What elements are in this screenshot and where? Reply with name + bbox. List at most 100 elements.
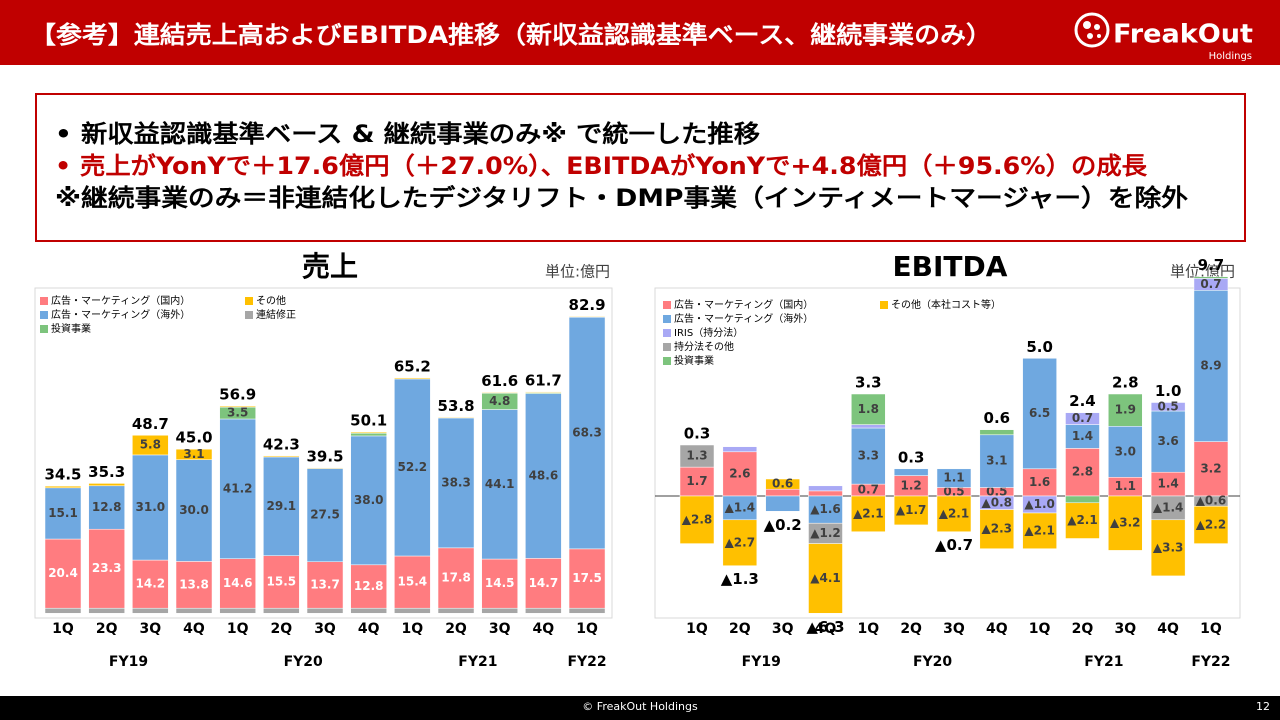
segment-label: 1.4 (1157, 477, 1178, 491)
bar-segment (679, 495, 715, 544)
x-tick-label: 4Q (815, 621, 837, 637)
total-label: 1.0 (1155, 382, 1182, 400)
bar-segment (1193, 505, 1229, 544)
bar-segment (851, 393, 886, 425)
bar-segment (979, 509, 1015, 549)
bar-segment (722, 519, 758, 566)
segment-label: ▲1.4 (725, 500, 756, 514)
bar-segment (88, 528, 125, 609)
segment-label: 1.8 (858, 402, 879, 416)
bar-segment (1022, 468, 1057, 497)
bar-segment (44, 607, 82, 614)
bar-segment (525, 393, 562, 559)
bar-segment (568, 607, 606, 614)
x-tick-label: 3Q (489, 621, 511, 637)
segment-label: 68.3 (572, 426, 602, 440)
legend-label: IRIS（持分法） (674, 326, 743, 339)
chart-frame (654, 287, 1241, 619)
total-label: 50.1 (350, 412, 387, 430)
bar-segment (893, 495, 929, 526)
x-tick-label: 1Q (576, 621, 598, 637)
segment-label: 41.2 (223, 481, 253, 495)
x-tick-label: 1Q (686, 621, 708, 637)
x-tick-label: 3Q (140, 621, 162, 637)
legend-swatch (245, 311, 253, 319)
total-label: 2.8 (1112, 374, 1139, 392)
segment-label: 13.7 (310, 577, 340, 591)
legend-swatch (663, 343, 671, 351)
total-label: 65.2 (394, 357, 431, 375)
segment-label: 1.2 (901, 478, 922, 492)
segment-label: ▲2.7 (725, 535, 756, 549)
x-tick-label: 2Q (445, 621, 467, 637)
segment-label: 12.8 (92, 500, 122, 514)
segment-label: 1.4 (1072, 429, 1093, 443)
legend-label: その他 (256, 294, 286, 307)
x-tick-label: 4Q (533, 621, 555, 637)
bar-segment (1193, 441, 1229, 497)
group-label: FY22 (567, 654, 606, 670)
segment-label: ▲2.1 (1024, 523, 1055, 537)
segment-label: 0.7 (858, 483, 879, 497)
segment-label: 3.1 (986, 454, 1007, 468)
summary-line: • 売上がYonYで＋17.6億円（＋27.0%）、EBITDAがYonYで+4… (55, 152, 1148, 180)
segment-label: 14.7 (529, 576, 559, 590)
segment-label: ▲4.1 (810, 571, 841, 585)
unit-label: 単位:億円 (545, 263, 610, 281)
segment-label: 38.0 (354, 493, 384, 507)
bar-segment (525, 391, 562, 393)
bar-segment (263, 456, 300, 556)
segment-label: 1.3 (686, 449, 707, 463)
bar-segment (44, 485, 82, 489)
group-label: FY20 (284, 654, 323, 670)
bar-segment (350, 432, 387, 437)
bar-segment (394, 377, 431, 380)
segment-label: 14.6 (223, 576, 253, 590)
x-tick-label: 2Q (1072, 621, 1094, 637)
segment-label: 0.6 (772, 477, 793, 491)
segment-label: 44.1 (485, 477, 515, 491)
segment-label: 1.6 (1029, 475, 1050, 489)
chart-frame (34, 287, 613, 619)
segment-label: 3.5 (227, 406, 248, 420)
header-bar (0, 0, 1280, 65)
legend-label: 広告・マーケティング（海外） (51, 308, 190, 321)
x-tick-label: 4Q (1157, 621, 1179, 637)
bar-segment (808, 495, 843, 524)
segment-label: 1.9 (1115, 403, 1136, 417)
segment-label: 3.3 (858, 449, 879, 463)
bar-segment (851, 424, 886, 429)
bar-segment (679, 466, 715, 497)
group-label: FY20 (913, 654, 952, 670)
total-label: 0.3 (684, 425, 711, 443)
total-label: 0.6 (984, 409, 1011, 427)
segment-label: ▲0.6 (1196, 494, 1227, 508)
total-label: 9.7 (1198, 256, 1225, 274)
summary-line: ※継続事業のみ＝非連結化したデジタリフト・DMP事業（インティメートマージャー）… (55, 184, 1188, 212)
segment-label: 8.9 (1200, 358, 1221, 372)
bar-segment (851, 495, 886, 532)
bar-segment (437, 417, 475, 549)
legend-label: 広告・マーケティング（国内） (51, 294, 190, 307)
footer-bar (0, 696, 1280, 720)
total-label: 48.7 (132, 415, 169, 433)
segment-label: 5.8 (140, 438, 161, 452)
segment-label: ▲1.6 (810, 502, 841, 516)
bar-segment (306, 467, 344, 469)
bar-segment (306, 607, 344, 614)
x-tick-label: 3Q (314, 621, 336, 637)
bar-segment (350, 435, 387, 566)
bar-segment (1108, 426, 1143, 478)
bar-segment (481, 607, 518, 614)
segment-label: 0.5 (986, 484, 1007, 498)
bar-segment (175, 459, 213, 562)
bar-segment (1065, 412, 1100, 425)
legend-label: 投資事業 (674, 354, 714, 367)
bar-segment (175, 448, 213, 460)
segment-label: ▲2.1 (1067, 513, 1098, 527)
segment-label: 3.2 (1200, 461, 1221, 475)
bar-segment (1193, 290, 1229, 442)
summary-box (35, 93, 1246, 242)
segment-label: 2.6 (729, 466, 750, 480)
